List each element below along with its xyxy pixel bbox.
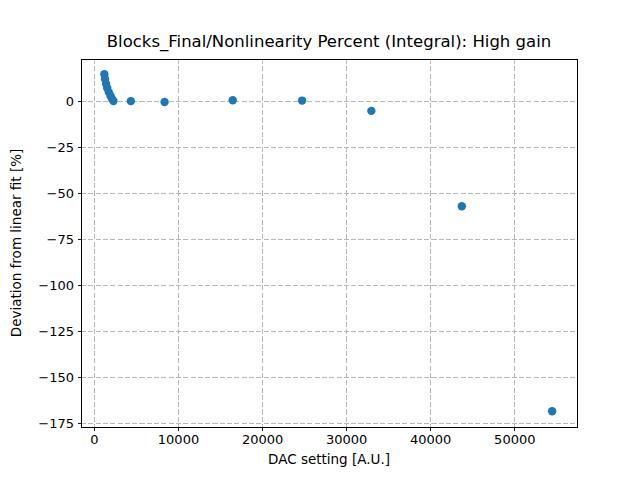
- data-point: [127, 97, 135, 105]
- data-point: [160, 98, 168, 106]
- x-tick-label: 20000: [242, 432, 283, 447]
- data-point: [109, 97, 117, 105]
- y-tick-label: −150: [38, 370, 74, 385]
- x-tick-labels: 0 10000 20000 30000 40000 50000: [90, 432, 535, 447]
- y-tick-label: −50: [47, 186, 74, 201]
- axis-ticks: [78, 101, 515, 430]
- y-tick-label: −75: [47, 232, 74, 247]
- x-axis-label: DAC setting [A.U.]: [268, 451, 390, 467]
- x-tick-label: 40000: [410, 432, 451, 447]
- data-point: [458, 202, 466, 210]
- x-tick-label: 0: [90, 432, 98, 447]
- scatter-points: [100, 70, 556, 415]
- data-point: [548, 407, 556, 415]
- data-point: [367, 107, 375, 115]
- chart-title: Blocks_Final/Nonlinearity Percent (Integ…: [107, 32, 551, 52]
- y-tick-label: −125: [38, 324, 74, 339]
- data-point: [298, 96, 306, 104]
- figure: 0 10000 20000 30000 40000 50000 0 −25 −50 −75 −10…: [0, 0, 640, 480]
- y-tick-label: 0: [66, 94, 74, 109]
- gridlines: [81, 59, 577, 427]
- y-tick-label: −100: [38, 278, 74, 293]
- y-tick-labels: 0 −25 −50 −75 −100 −125 −150 −175: [38, 94, 74, 431]
- plot-border: [81, 59, 577, 427]
- y-axis-label: Deviation from linear fit [%]: [8, 149, 24, 338]
- x-tick-label: 50000: [494, 432, 535, 447]
- data-point: [229, 96, 237, 104]
- y-tick-label: −175: [38, 416, 74, 431]
- x-tick-label: 30000: [326, 432, 367, 447]
- plot-canvas: 0 10000 20000 30000 40000 50000 0 −25 −50 −75 −10…: [0, 0, 640, 480]
- x-tick-label: 10000: [158, 432, 199, 447]
- y-tick-label: −25: [47, 140, 74, 155]
